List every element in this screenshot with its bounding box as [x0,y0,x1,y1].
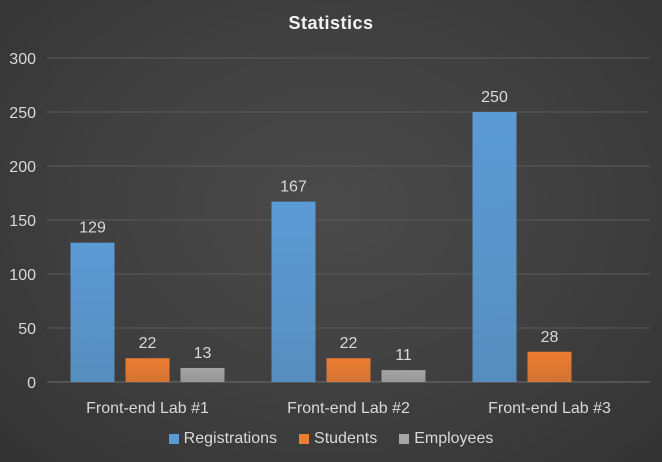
bar-students [527,351,572,382]
y-tick-label: 0 [27,375,36,392]
data-label: 167 [280,179,307,196]
legend-swatch [399,434,410,444]
legend-label: Registrations [183,430,278,447]
bar-registrations [271,201,316,382]
legend-label: Students [314,430,378,447]
data-label: 22 [139,335,157,352]
legend-swatch [168,434,179,444]
bar-registrations [70,242,115,382]
legend-swatch [299,434,310,444]
data-label: 11 [395,347,412,364]
legend-label: Employees [414,430,494,447]
y-tick-label: 50 [18,321,36,338]
data-label: 250 [481,89,508,106]
bar-registrations [472,112,517,382]
x-tick-label: Front-end Lab #1 [86,400,209,417]
x-tick-label: Front-end Lab #2 [287,400,410,417]
y-tick-label: 100 [9,267,36,284]
y-tick-label: 200 [9,159,36,176]
y-tick-label: 150 [9,213,36,230]
x-tick-label: Front-end Lab #3 [488,400,611,417]
data-label: 129 [79,220,106,237]
data-label: 28 [541,329,559,346]
y-tick-label: 300 [9,51,36,68]
legend-item: Employees [399,430,493,448]
bar-students [326,358,371,382]
bar-employees [381,370,426,382]
y-tick-label: 250 [9,105,36,122]
chart-legend: Registrations Students Employees [0,430,662,448]
legend-item: Students [299,430,377,448]
legend-item: Registrations [168,430,278,448]
chart-title: Statistics [288,13,374,33]
data-label: 22 [340,335,358,352]
data-label: 13 [194,345,212,362]
bar-employees [180,367,225,382]
bar-students [125,358,170,382]
